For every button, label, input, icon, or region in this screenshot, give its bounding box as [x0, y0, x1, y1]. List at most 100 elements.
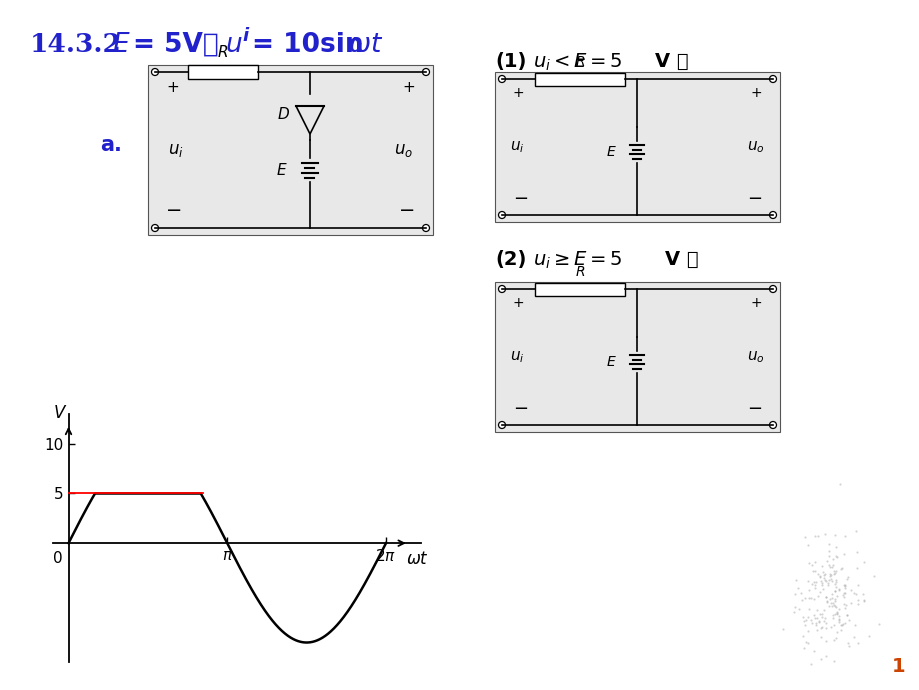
Text: V 时: V 时 — [664, 250, 698, 269]
Circle shape — [498, 75, 505, 83]
Point — [823, 575, 838, 586]
Text: (1): (1) — [494, 52, 526, 71]
Point — [828, 550, 843, 561]
Point — [800, 575, 814, 586]
Point — [813, 622, 828, 633]
Point — [836, 591, 851, 602]
Point — [806, 646, 821, 657]
Point — [818, 555, 833, 566]
Point — [823, 570, 837, 581]
Point — [800, 540, 814, 551]
Point — [840, 640, 855, 651]
Point — [806, 593, 821, 604]
Point — [843, 584, 857, 595]
Circle shape — [768, 286, 776, 293]
Point — [827, 567, 842, 578]
Point — [827, 602, 842, 613]
Text: $u$: $u$ — [225, 32, 243, 58]
Point — [812, 631, 827, 642]
Text: +: + — [402, 80, 414, 95]
Point — [839, 571, 854, 582]
Point — [806, 613, 821, 624]
Text: $E$: $E$ — [112, 32, 130, 58]
Text: +: + — [750, 86, 761, 100]
Point — [825, 569, 840, 580]
Point — [800, 638, 814, 649]
Point — [804, 560, 819, 571]
Point — [835, 587, 850, 598]
Point — [812, 575, 827, 586]
Point — [825, 610, 840, 621]
Text: $E$: $E$ — [606, 145, 617, 159]
Text: V: V — [53, 404, 65, 422]
Text: $u_i < E = 5$: $u_i < E = 5$ — [532, 52, 622, 73]
Point — [836, 582, 851, 593]
Point — [812, 653, 827, 664]
Point — [823, 601, 838, 612]
Point — [836, 618, 851, 629]
Point — [813, 579, 828, 590]
Point — [812, 586, 827, 597]
Text: $u_o$: $u_o$ — [746, 139, 765, 155]
Point — [828, 575, 843, 586]
Circle shape — [422, 68, 429, 75]
Point — [797, 592, 811, 603]
Point — [839, 574, 854, 585]
Text: −: − — [746, 190, 761, 208]
Point — [836, 530, 851, 541]
Circle shape — [152, 224, 158, 232]
Point — [849, 563, 864, 574]
Point — [832, 479, 846, 490]
Bar — [494, 72, 779, 222]
Text: $u_i$: $u_i$ — [509, 139, 524, 155]
Point — [830, 603, 845, 614]
Text: −: − — [746, 400, 761, 418]
Bar — [535, 282, 624, 295]
Point — [809, 612, 823, 623]
Text: +: + — [513, 86, 524, 100]
Point — [818, 618, 833, 629]
Point — [796, 643, 811, 654]
Point — [807, 576, 822, 587]
Point — [798, 637, 812, 648]
Point — [829, 609, 844, 620]
Point — [814, 611, 829, 622]
Point — [819, 595, 834, 606]
Circle shape — [768, 75, 776, 83]
Point — [821, 600, 835, 611]
Point — [786, 606, 800, 617]
Point — [811, 616, 825, 627]
Point — [820, 580, 834, 591]
Point — [807, 531, 822, 542]
Point — [848, 525, 863, 536]
Point — [822, 593, 836, 604]
Point — [861, 631, 876, 642]
Circle shape — [152, 68, 158, 75]
Point — [788, 601, 802, 612]
Point — [821, 546, 835, 557]
Point — [800, 625, 815, 636]
Point — [815, 584, 830, 595]
Point — [826, 585, 841, 596]
Point — [846, 632, 861, 643]
Text: $D$: $D$ — [277, 106, 289, 122]
Point — [823, 574, 837, 585]
Point — [850, 579, 865, 590]
Text: +: + — [165, 80, 178, 95]
Text: V 时: V 时 — [654, 52, 688, 71]
Point — [856, 594, 870, 605]
Point — [813, 578, 828, 589]
Point — [811, 572, 826, 583]
Point — [805, 609, 820, 620]
Point — [841, 614, 856, 625]
Point — [825, 559, 840, 570]
Point — [826, 585, 841, 596]
Point — [834, 562, 848, 573]
Point — [808, 618, 823, 629]
Point — [823, 589, 838, 600]
Point — [815, 572, 830, 583]
Point — [831, 610, 845, 621]
Point — [822, 562, 836, 573]
Text: $u_o$: $u_o$ — [746, 349, 765, 365]
Point — [801, 593, 816, 604]
